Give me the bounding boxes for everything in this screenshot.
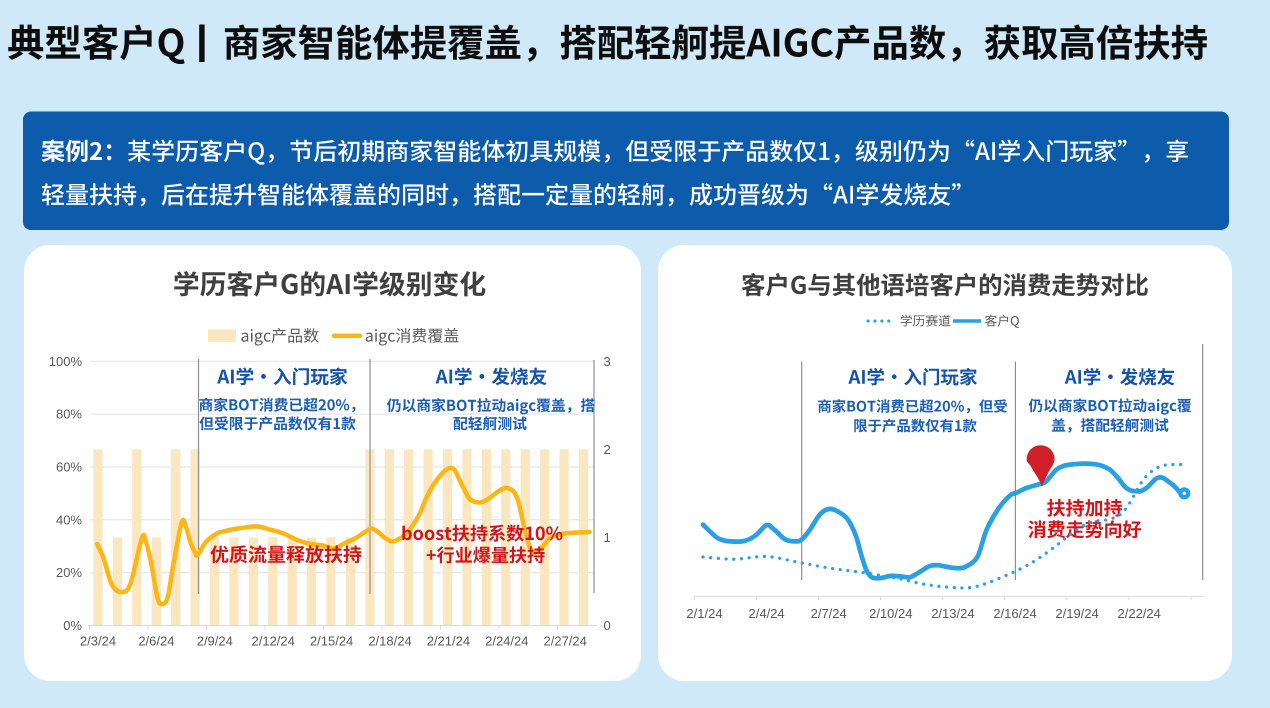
- svg-text:40%: 40%: [56, 512, 82, 527]
- svg-text:1: 1: [604, 530, 611, 545]
- svg-text:0%: 0%: [63, 618, 82, 633]
- svg-text:2/10/24: 2/10/24: [869, 606, 912, 621]
- svg-text:60%: 60%: [56, 460, 82, 475]
- svg-text:2/16/24: 2/16/24: [993, 606, 1036, 621]
- svg-text:2/15/24: 2/15/24: [310, 634, 353, 649]
- svg-text:2/4/24: 2/4/24: [749, 606, 785, 621]
- svg-text:20%: 20%: [56, 565, 82, 580]
- svg-text:2/18/24: 2/18/24: [368, 634, 411, 649]
- svg-text:2/22/24: 2/22/24: [1118, 606, 1161, 621]
- svg-text:2/9/24: 2/9/24: [197, 634, 233, 649]
- svg-text:3: 3: [604, 354, 611, 369]
- svg-text:2/24/24: 2/24/24: [485, 634, 528, 649]
- svg-text:0: 0: [604, 618, 611, 633]
- svg-text:2/27/24: 2/27/24: [544, 634, 587, 649]
- svg-text:2/3/24: 2/3/24: [80, 634, 116, 649]
- svg-text:2/21/24: 2/21/24: [427, 634, 470, 649]
- svg-text:2/1/24: 2/1/24: [686, 606, 722, 621]
- svg-text:80%: 80%: [56, 407, 82, 422]
- svg-text:2/7/24: 2/7/24: [811, 606, 847, 621]
- svg-text:2/12/24: 2/12/24: [252, 634, 295, 649]
- svg-text:100%: 100%: [49, 354, 83, 369]
- svg-text:2/6/24: 2/6/24: [138, 634, 174, 649]
- svg-text:2: 2: [604, 442, 611, 457]
- svg-text:2/19/24: 2/19/24: [1055, 606, 1098, 621]
- svg-text:2/13/24: 2/13/24: [931, 606, 974, 621]
